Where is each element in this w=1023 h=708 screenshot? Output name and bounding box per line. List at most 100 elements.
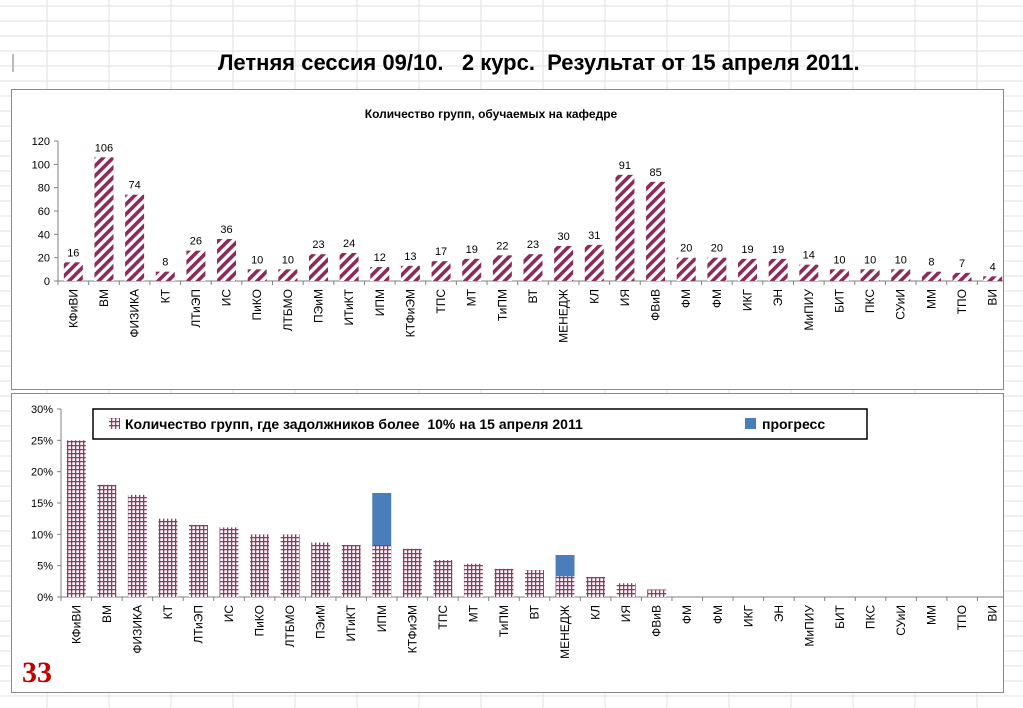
- category-label: ЛТБМО: [281, 289, 295, 331]
- category-label: ТиПМ: [495, 289, 509, 321]
- bar-groups: [676, 257, 696, 281]
- legend-swatch-debtors: [109, 418, 120, 429]
- legend-label-progress: прогресс: [762, 416, 825, 432]
- category-label: ФМ: [680, 605, 694, 624]
- category-label: ФИЗИКА: [128, 289, 142, 338]
- bar-data-label: 10: [251, 254, 263, 266]
- category-label: ФИЗИКА: [130, 605, 144, 654]
- bar-data-label: 24: [343, 238, 355, 250]
- category-label: КТ: [161, 604, 175, 619]
- category-label: МЕНЕДЖ: [557, 289, 571, 343]
- bar-groups: [799, 264, 819, 281]
- y-tick-label: 0: [44, 276, 50, 288]
- category-label: ФВиВ: [650, 605, 664, 637]
- category-label: ИПМ: [373, 289, 387, 316]
- bar-debtors: [311, 542, 331, 597]
- y-tick-label: 80: [38, 183, 50, 195]
- y-tick-label: 20%: [31, 467, 53, 479]
- page-title: Летняя сессия 09/10. 2 курс. Результат о…: [218, 50, 860, 75]
- bar-debtors: [525, 570, 544, 597]
- category-label: БИТ: [833, 604, 847, 629]
- category-label: БИТ: [832, 288, 846, 313]
- category-label: ТПО: [955, 605, 969, 630]
- bar-groups: [921, 271, 941, 281]
- y-tick-label: 40: [38, 229, 50, 241]
- bar-data-label: 10: [864, 254, 876, 266]
- bar-debtors: [250, 534, 270, 597]
- bar-groups: [738, 258, 758, 281]
- category-label: ЛТиЭП: [191, 605, 205, 644]
- bar-data-label: 12: [374, 252, 386, 264]
- bar-data-label: 20: [711, 243, 723, 255]
- category-label: ФВиВ: [649, 289, 663, 321]
- bar-groups: [860, 269, 880, 281]
- y-tick-label: 0%: [37, 592, 53, 604]
- bar-groups: [615, 174, 635, 281]
- category-label: ВТ: [528, 604, 542, 619]
- category-label: ПЭиМ: [311, 289, 325, 323]
- bar-data-label: 26: [190, 236, 202, 248]
- bar-groups: [952, 272, 972, 281]
- category-label: ТиПМ: [497, 605, 511, 637]
- bar-groups: [217, 239, 237, 281]
- bar-debtors: [402, 548, 422, 597]
- category-label: ЛТиЭП: [189, 289, 203, 328]
- category-label: ИЯ: [618, 289, 632, 306]
- bar-groups: [584, 244, 604, 281]
- bar-debtors: [433, 560, 453, 597]
- bar-groups: [983, 276, 1003, 281]
- category-label: ТПС: [436, 605, 450, 630]
- left-edge-marker: [12, 54, 14, 72]
- slide-number: 33: [22, 656, 52, 689]
- category-label: МТ: [465, 288, 479, 306]
- bar-debtors: [372, 544, 392, 597]
- y-tick-label: 60: [38, 206, 50, 218]
- bar-debtors: [586, 576, 606, 597]
- chart1-title: Количество групп, обучаемых на кафедре: [365, 107, 618, 121]
- bar-groups: [370, 267, 390, 281]
- bar-groups: [554, 246, 574, 281]
- bar-groups: [646, 181, 666, 281]
- legend-box: [92, 408, 868, 440]
- y-tick-label: 100: [32, 159, 50, 171]
- bar-data-label: 30: [558, 231, 570, 243]
- bar-debtors: [158, 518, 178, 597]
- bar-data-label: 91: [619, 160, 631, 172]
- bar-debtors: [97, 484, 117, 597]
- bar-groups: [523, 254, 543, 281]
- category-label: КФиВИ: [66, 289, 80, 328]
- category-label: КЛ: [587, 289, 601, 304]
- y-tick-label: 120: [32, 136, 50, 148]
- category-label: СУиИ: [894, 289, 908, 320]
- bar-debtors: [127, 494, 147, 597]
- bar-groups: [308, 254, 328, 281]
- category-label: ПКС: [864, 605, 878, 629]
- bar-groups: [247, 269, 267, 281]
- bar-debtors: [341, 544, 361, 597]
- category-label: ИЯ: [619, 605, 633, 622]
- bar-debtors: [647, 589, 667, 597]
- category-label: ТПС: [434, 289, 448, 314]
- bar-debtors: [66, 440, 86, 597]
- category-label: ПиКО: [253, 605, 267, 637]
- category-label: ИПМ: [375, 605, 389, 632]
- bar-groups: [462, 258, 482, 281]
- bar-groups: [431, 261, 451, 281]
- bar-progress: [555, 555, 575, 577]
- bar-data-label: 16: [67, 247, 79, 259]
- category-label: ЭН: [771, 289, 785, 306]
- category-label: ММ: [924, 289, 938, 309]
- category-label: ВИ: [986, 605, 1000, 622]
- bar-debtors: [188, 524, 208, 597]
- category-label: ТПО: [955, 289, 969, 314]
- bar-data-label: 19: [466, 244, 478, 256]
- bar-groups: [400, 265, 420, 281]
- category-label: ММ: [925, 605, 939, 625]
- category-label: ВМ: [100, 605, 114, 623]
- bar-data-label: 8: [928, 257, 934, 269]
- bar-data-label: 7: [959, 258, 965, 270]
- category-label: МЕНЕДЖ: [558, 605, 572, 659]
- bar-data-label: 10: [282, 254, 294, 266]
- legend-swatch-progress: [745, 418, 756, 429]
- category-label: ВИ: [986, 289, 1000, 306]
